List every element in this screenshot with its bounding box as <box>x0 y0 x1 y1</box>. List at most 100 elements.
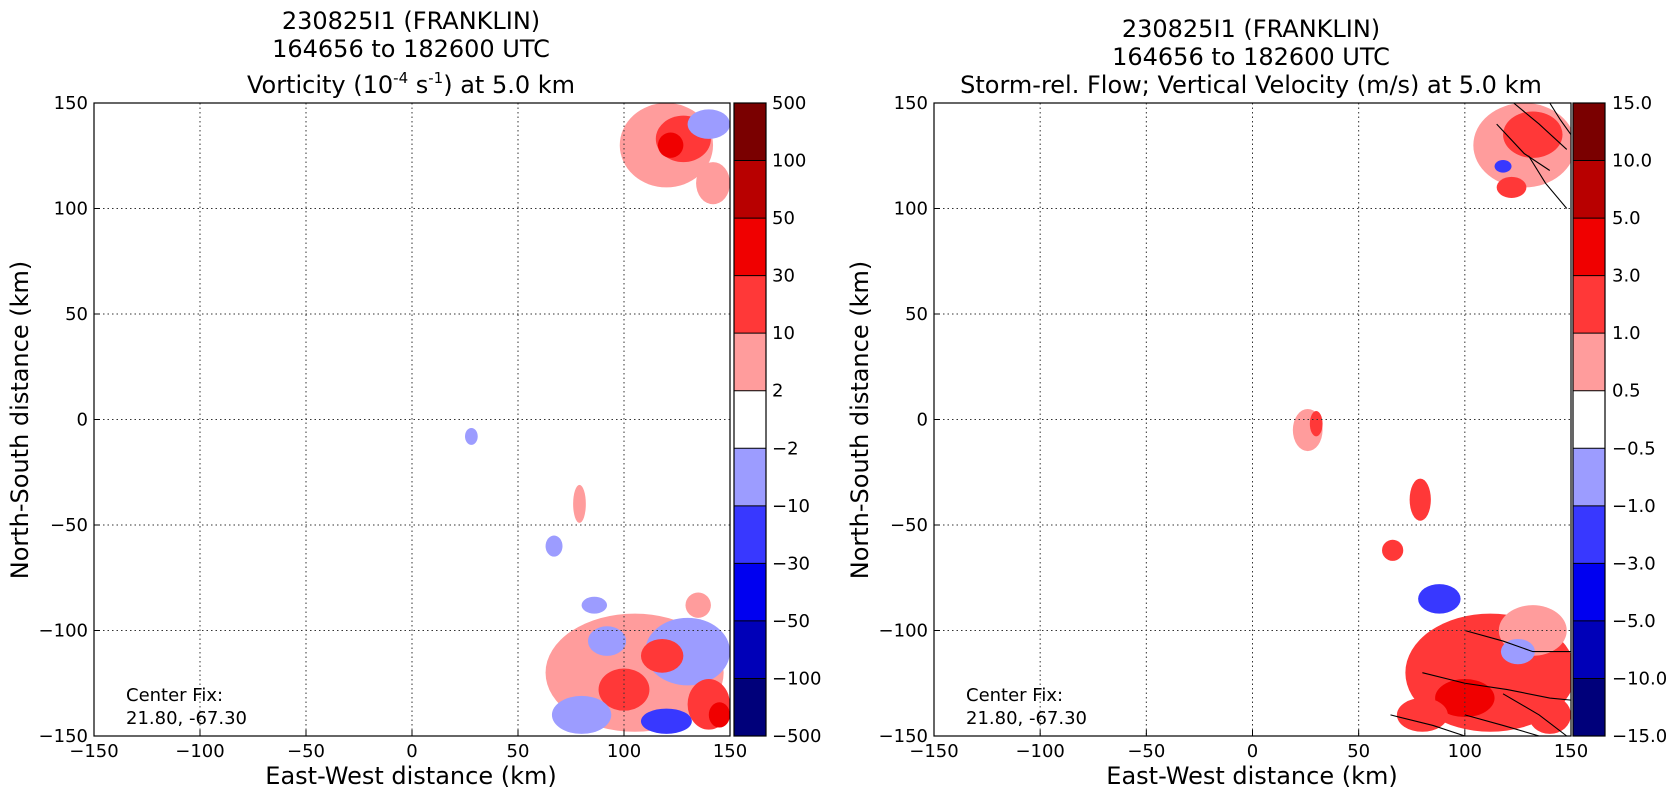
left-colorbar-band <box>734 218 766 276</box>
left-x-tick-label: 50 <box>507 741 530 762</box>
right-colorbar-band <box>1573 103 1605 161</box>
left-title-var-pre: Vorticity (10 <box>247 71 393 99</box>
right-colorbar-label: −1.0 <box>1612 496 1656 517</box>
right-colorbar-band <box>1573 390 1605 449</box>
left-title-line2: 164656 to 182600 UTC <box>272 35 550 63</box>
right-y-tick-label: 0 <box>917 410 928 431</box>
right-y-axis-label: North-South distance (km) <box>846 261 874 580</box>
right-field-patch <box>1309 411 1323 437</box>
right-streamline <box>1422 673 1571 700</box>
left-title-var-exp1: -4 <box>393 69 408 87</box>
right-field-patch <box>1494 159 1512 173</box>
right-colorbar-band <box>1573 620 1605 679</box>
right-colorbar-label: 5.0 <box>1612 208 1641 229</box>
right-streamline <box>1465 631 1571 652</box>
vorticity-panel: 230825I1 (FRANKLIN) 164656 to 182600 UTC… <box>6 7 821 790</box>
left-colorbar-label: −10 <box>772 496 810 517</box>
left-colorbar: −500 −100 −50 −30 −10 −2 2 10 30 50 100 500 <box>733 93 821 747</box>
left-field-patch <box>640 708 692 734</box>
left-field-patch <box>598 668 650 711</box>
right-center-fix-value: 21.80, -67.30 <box>966 708 1087 729</box>
left-field-patch <box>687 109 730 139</box>
left-colorbar-band <box>734 390 766 449</box>
right-title-line1: 230825I1 (FRANKLIN) <box>1122 15 1380 43</box>
left-vorticity-field <box>465 103 730 734</box>
left-x-ticks: −150 −100 −50 0 50 100 150 <box>69 730 747 762</box>
left-x-tick-label: −150 <box>69 741 118 762</box>
left-field-patch <box>696 162 730 205</box>
right-x-tick-label: 100 <box>1448 741 1482 762</box>
right-x-tick-label: −50 <box>1127 741 1165 762</box>
right-colorbar-band <box>1573 160 1605 219</box>
left-y-tick-label: 50 <box>65 304 88 325</box>
left-y-tick-label: 100 <box>54 199 88 220</box>
left-field-patch <box>640 638 684 673</box>
left-y-tick-label: 0 <box>77 410 88 431</box>
left-colorbar-band <box>734 620 766 679</box>
left-x-tick-label: 100 <box>607 741 641 762</box>
left-title-line3: Vorticity (10-4 s-1) at 5.0 km <box>247 69 575 99</box>
right-x-ticks: −150 −100 −50 0 50 100 150 <box>909 730 1588 762</box>
right-colorbar: −15.0 −10.0 −5.0 −3.0 −1.0 −0.5 0.5 1.0 3.0 5.0 10… <box>1572 93 1667 747</box>
right-field-patch <box>1396 698 1448 732</box>
right-velocity-field <box>1292 103 1571 734</box>
left-y-ticks: −150 −100 −50 0 50 100 150 <box>39 93 100 747</box>
left-colorbar-label: 2 <box>772 381 783 402</box>
right-streamline <box>1529 156 1567 209</box>
right-streamline <box>1465 715 1539 736</box>
left-colorbar-label: 10 <box>772 323 795 344</box>
left-title-var-exp2: -1 <box>428 69 443 87</box>
left-colorbar-band <box>734 103 766 161</box>
right-field-patch <box>1418 584 1461 614</box>
right-x-axis-label: East-West distance (km) <box>1106 762 1397 790</box>
right-y-ticks: −150 −100 −50 0 50 100 150 <box>879 93 940 747</box>
left-title-var-mid: s <box>408 71 428 99</box>
left-colorbar-label: −2 <box>772 438 799 459</box>
right-colorbar-band <box>1573 333 1605 391</box>
right-x-tick-label: −100 <box>1015 741 1064 762</box>
left-colorbar-label: 50 <box>772 208 795 229</box>
right-streamline <box>1503 694 1567 736</box>
left-x-tick-label: −100 <box>175 741 224 762</box>
right-colorbar-frame <box>1572 102 1606 737</box>
right-colorbar-label: −10.0 <box>1612 668 1667 689</box>
right-colorbar-label: −5.0 <box>1612 611 1656 632</box>
right-streamlines <box>1391 103 1571 736</box>
right-streamline <box>1497 124 1550 170</box>
right-x-tick-label: −150 <box>909 741 958 762</box>
left-field-patch <box>685 592 711 618</box>
right-colorbar-band <box>1573 218 1605 276</box>
right-field-patch <box>1500 638 1535 665</box>
right-y-tick-label: −100 <box>879 621 928 642</box>
right-colorbar-band <box>1573 448 1605 506</box>
left-y-tick-label: −150 <box>39 726 88 747</box>
left-field-patch <box>573 484 586 523</box>
right-streamline <box>1550 103 1571 135</box>
left-colorbar-label: 30 <box>772 266 795 287</box>
left-y-tick-label: 150 <box>54 93 88 114</box>
left-field-patch <box>551 695 612 734</box>
right-title-line3: Storm-rel. Flow; Vertical Velocity (m/s)… <box>960 71 1542 99</box>
right-colorbar-band <box>1573 505 1605 564</box>
left-colorbar-label: 500 <box>772 93 806 114</box>
right-colorbar-label: −3.0 <box>1612 553 1656 574</box>
right-x-tick-label: 150 <box>1554 741 1588 762</box>
right-colorbar-band <box>1573 678 1605 736</box>
left-field-patch <box>587 626 627 656</box>
left-colorbar-band <box>734 505 766 564</box>
right-colorbar-label: −15.0 <box>1612 726 1667 747</box>
right-y-tick-label: −50 <box>890 515 928 536</box>
left-colorbar-label: −50 <box>772 611 810 632</box>
left-field-patch <box>581 596 608 614</box>
left-y-axis-label: North-South distance (km) <box>6 261 34 580</box>
vertical-velocity-panel: 230825I1 (FRANKLIN) 164656 to 182600 UTC… <box>846 15 1667 790</box>
right-x-tick-label: 50 <box>1347 741 1370 762</box>
left-field-patch <box>657 132 684 158</box>
right-y-tick-label: −150 <box>879 726 928 747</box>
right-colorbar-label: 0.5 <box>1612 381 1641 402</box>
right-colorbar-band <box>1573 275 1605 334</box>
left-gridlines <box>94 103 730 736</box>
left-y-tick-label: −50 <box>50 515 88 536</box>
right-title-line2: 164656 to 182600 UTC <box>1112 43 1390 71</box>
left-colorbar-label: −500 <box>772 726 821 747</box>
